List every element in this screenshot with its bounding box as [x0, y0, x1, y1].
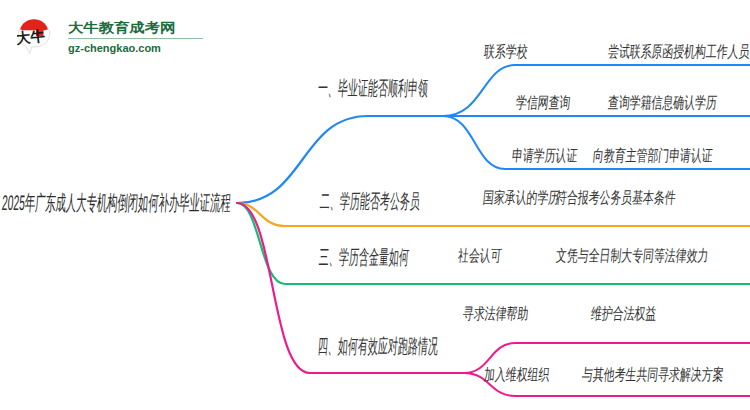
svg-text:大牛: 大牛	[17, 27, 46, 46]
